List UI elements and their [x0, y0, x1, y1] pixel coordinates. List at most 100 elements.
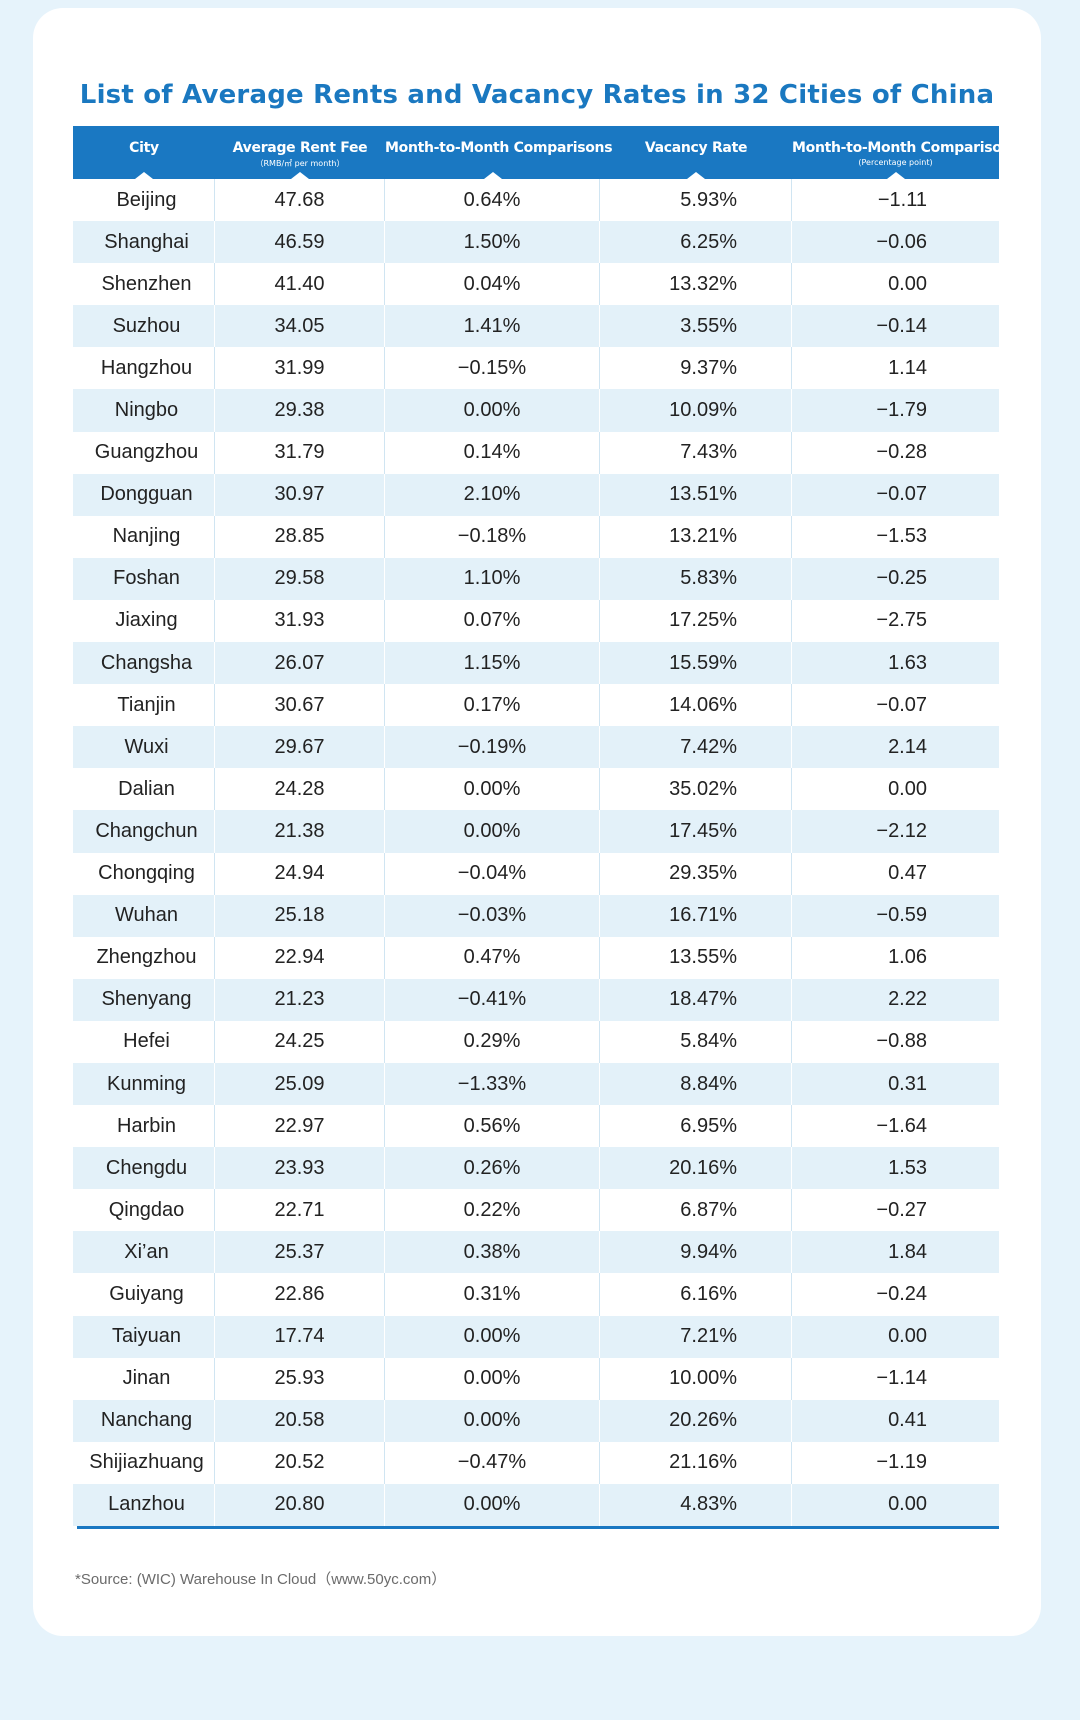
vacancy-mom-cell: 1.06	[888, 946, 927, 969]
vacancy-mom-cell: −0.27	[876, 1198, 927, 1221]
page-title: List of Average Rents and Vacancy Rates …	[79, 80, 995, 110]
vacancy-rate-cell: 18.47%	[600, 978, 792, 1021]
vacancy-rate-cell: 5.93%	[600, 179, 792, 222]
average-rent-cell: 21.38	[215, 810, 385, 853]
rent-mom-cell: 0.38%	[385, 1231, 600, 1274]
vacancy-mom-cell: 1.14	[888, 356, 927, 379]
city-cell: Dalian	[73, 768, 215, 811]
rent-mom-cell: 1.10%	[385, 557, 600, 600]
average-rent-cell: 24.25	[215, 1020, 385, 1063]
vacancy-rate-cell: 4.83%	[600, 1483, 792, 1526]
average-rent-cell: 20.58	[215, 1399, 385, 1442]
vacancy-rate-cell: 21.16%	[600, 1441, 792, 1484]
city-cell: Shenzhen	[73, 263, 215, 306]
rent-mom-cell: 1.15%	[385, 642, 600, 685]
table-row: Chengdu 23.93 0.26% 20.16% 1.53	[73, 1147, 999, 1190]
rent-mom-cell: 0.22%	[385, 1189, 600, 1232]
average-rent-cell: 22.94	[215, 936, 385, 979]
city-cell: Tianjin	[73, 684, 215, 727]
city-cell: Hangzhou	[73, 347, 215, 390]
city-cell: Kunming	[73, 1062, 215, 1106]
content-card: List of Average Rents and Vacancy Rates …	[33, 8, 1041, 1636]
average-rent-cell: 25.93	[215, 1357, 385, 1400]
rent-mom-cell: 0.00%	[385, 768, 600, 811]
vacancy-mom-cell: −1.11	[877, 188, 927, 211]
vacancy-mom-cell: −2.12	[792, 810, 999, 853]
table-row: Dalian 24.28 0.00% 35.02% 0.00	[73, 768, 999, 811]
table-row: Guangzhou 31.79 0.14% 7.43% −0.28	[73, 431, 999, 474]
vacancy-rate-cell: 9.94%	[600, 1231, 792, 1274]
vacancy-rate-cell: 10.09%	[600, 389, 792, 432]
city-cell: Suzhou	[73, 305, 215, 348]
vacancy-mom-cell: −0.07	[876, 693, 927, 716]
city-cell: Shijiazhuang	[73, 1441, 215, 1484]
table-row: Zhengzhou 22.94 0.47% 13.55% 1.06	[73, 936, 999, 979]
table-row: Tianjin 30.67 0.17% 14.06% −0.07	[73, 684, 999, 727]
source-note: *Source: (WIC) Warehouse In Cloud（www.50…	[75, 1571, 447, 1588]
table-row: Nanchang 20.58 0.00% 20.26% 0.41	[73, 1399, 999, 1442]
vacancy-mom-cell: −0.88	[876, 1030, 927, 1053]
rent-mom-cell: 2.10%	[385, 473, 600, 516]
vacancy-mom-cell: 2.22	[792, 978, 999, 1021]
city-cell: Jiaxing	[73, 599, 215, 643]
city-cell: Beijing	[73, 179, 215, 222]
table-body: Beijing 47.68 0.64% 5.93% −1.11 Shanghai 46.59…	[73, 179, 999, 1526]
vacancy-rate-cell: 16.71%	[600, 894, 792, 937]
table-row: Shijiazhuang 20.52 −0.47% 21.16% −1.19	[73, 1441, 999, 1484]
vacancy-mom-cell: −1.64	[876, 1114, 927, 1137]
city-cell: Jinan	[73, 1357, 215, 1400]
rent-mom-cell: −0.41%	[385, 978, 600, 1021]
average-rent-cell: 28.85	[215, 515, 385, 558]
average-rent-cell: 22.97	[215, 1105, 385, 1148]
vacancy-mom-cell: −1.79	[792, 389, 999, 432]
column-header-label: Average Rent Fee	[232, 140, 368, 156]
vacancy-rate-cell: 8.84%	[600, 1062, 792, 1106]
average-rent-cell: 31.79	[215, 431, 385, 474]
rent-mom-cell: −0.04%	[385, 852, 600, 895]
vacancy-rate-cell: 13.55%	[600, 936, 792, 979]
rent-mom-cell: 0.26%	[385, 1147, 600, 1190]
vacancy-rate-cell: 35.02%	[600, 768, 792, 811]
vacancy-rate-cell: 6.95%	[600, 1105, 792, 1148]
table-row: Hefei 24.25 0.29% 5.84% −0.88	[73, 1020, 999, 1063]
average-rent-cell: 25.37	[215, 1231, 385, 1274]
vacancy-mom-cell: 2.14	[792, 726, 999, 769]
column-header-label: Month-to-Month Comparisons	[385, 140, 613, 156]
table-bottom-rule	[77, 1526, 999, 1529]
vacancy-mom-cell: −0.28	[876, 441, 927, 464]
table-row: Lanzhou 20.80 0.00% 4.83% 0.00	[73, 1483, 999, 1526]
city-cell: Chongqing	[73, 852, 215, 895]
table-row: Harbin 22.97 0.56% 6.95% −1.64	[73, 1105, 999, 1148]
vacancy-rate-cell: 13.21%	[600, 515, 792, 558]
vacancy-rate-cell: 7.43%	[600, 431, 792, 474]
city-cell: Chengdu	[73, 1147, 215, 1190]
rent-mom-cell: 0.00%	[385, 1483, 600, 1526]
column-header-label: Vacancy Rate	[644, 140, 748, 156]
rent-mom-cell: −0.03%	[385, 894, 600, 937]
vacancy-rate-cell: 5.84%	[600, 1020, 792, 1063]
vacancy-mom-cell: −0.25	[792, 557, 999, 600]
city-cell: Changchun	[73, 810, 215, 853]
vacancy-rate-cell: 20.26%	[600, 1399, 792, 1442]
table-row: Suzhou 34.05 1.41% 3.55% −0.14	[73, 305, 999, 348]
vacancy-rate-cell: 6.16%	[600, 1273, 792, 1316]
city-cell: Guangzhou	[73, 431, 215, 474]
rent-mom-cell: 0.64%	[385, 179, 600, 222]
average-rent-cell: 41.40	[215, 263, 385, 306]
vacancy-mom-cell: 0.00	[792, 1483, 999, 1526]
table-row: Wuxi 29.67 −0.19% 7.42% 2.14	[73, 726, 999, 769]
rent-mom-cell: 0.07%	[385, 599, 600, 643]
rent-mom-cell: 1.41%	[385, 305, 600, 348]
average-rent-cell: 29.67	[215, 726, 385, 769]
rent-mom-cell: −1.33%	[385, 1062, 600, 1106]
average-rent-cell: 23.93	[215, 1147, 385, 1190]
table-row: Shenzhen 41.40 0.04% 13.32% 0.00	[73, 263, 999, 306]
column-header-label: City	[129, 140, 159, 156]
table-row: Kunming 25.09 −1.33% 8.84% 0.31	[73, 1062, 999, 1106]
vacancy-mom-cell: 1.84	[792, 1231, 999, 1274]
average-rent-cell: 21.23	[215, 978, 385, 1021]
city-cell: Dongguan	[73, 473, 215, 516]
vacancy-mom-cell: 1.53	[792, 1147, 999, 1190]
average-rent-cell: 30.97	[215, 473, 385, 516]
city-cell: Foshan	[73, 557, 215, 600]
